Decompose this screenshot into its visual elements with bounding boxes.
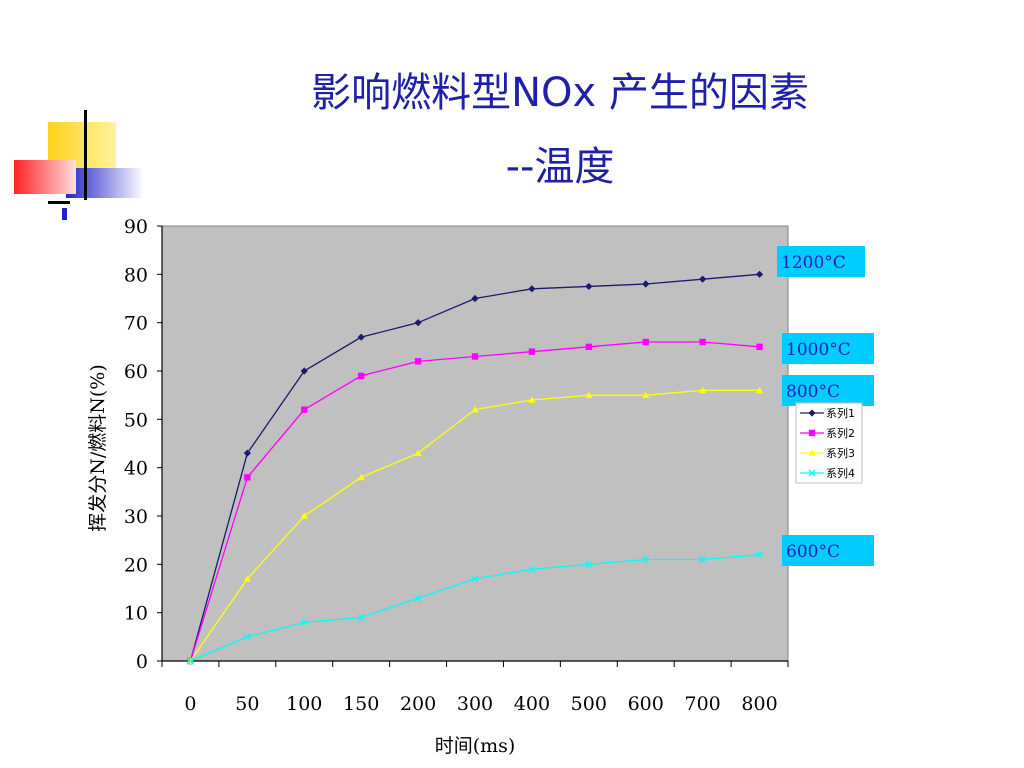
y-tick-label: 60	[124, 361, 148, 383]
temperature-label-box	[782, 333, 874, 364]
data-point	[756, 551, 764, 559]
data-point	[471, 294, 479, 303]
data-point	[414, 319, 422, 327]
deco-small-blue-mark	[62, 208, 67, 220]
data-point	[808, 469, 816, 477]
data-point	[357, 614, 365, 621]
y-axis-label: 挥发分N/燃料N(%)	[87, 364, 109, 532]
data-point	[300, 367, 308, 375]
deco-horizontal-line	[48, 201, 70, 204]
data-point	[357, 333, 365, 341]
legend-label: 系列4	[826, 466, 855, 480]
legend-label: 系列2	[826, 426, 855, 440]
data-point	[528, 396, 536, 403]
data-point	[244, 474, 251, 481]
deco-red-square	[14, 160, 76, 194]
x-tick-label: 700	[685, 693, 721, 715]
temperature-label-box	[782, 535, 874, 566]
x-tick-label: 400	[514, 693, 550, 715]
temperature-label-box	[782, 375, 874, 406]
temperature-label-3: 800°C	[782, 375, 874, 406]
x-axis-label: 时间(ms)	[435, 735, 516, 757]
slide-subtitle: --温度	[505, 144, 615, 190]
corner-decoration	[0, 100, 150, 230]
series-3	[186, 386, 764, 664]
data-point	[243, 575, 251, 582]
data-point	[642, 280, 650, 288]
data-point	[699, 386, 707, 394]
deco-blue-bar	[66, 168, 144, 198]
data-point	[528, 285, 536, 293]
data-point	[528, 348, 536, 355]
slide-title: 影响燃料型NOx 产生的因素	[311, 70, 809, 116]
data-point	[699, 338, 706, 346]
y-tick-label: 20	[124, 554, 148, 576]
temperature-label-1: 1200°C	[777, 246, 865, 277]
legend-box	[795, 402, 863, 484]
series-4	[186, 551, 764, 665]
y-tick-label: 10	[124, 603, 148, 625]
data-point	[585, 282, 593, 291]
data-point	[755, 386, 764, 394]
x-tick-label: 100	[286, 693, 322, 715]
x-tick-label: 600	[628, 693, 664, 715]
data-point	[243, 633, 251, 641]
x-tick-label: 0	[184, 693, 196, 715]
temperature-label-text: 800°C	[786, 382, 840, 402]
temperature-label-box	[777, 246, 865, 277]
data-point	[186, 657, 194, 665]
y-tick-label: 90	[124, 216, 148, 238]
data-point	[471, 353, 479, 360]
temperature-label-4: 600°C	[782, 535, 874, 566]
data-point	[414, 594, 422, 602]
y-tick-label: 80	[124, 264, 148, 286]
y-tick-label: 50	[124, 409, 148, 431]
legend: 系列1 系列2 系列3 系列4	[795, 402, 863, 484]
x-tick-label: 500	[571, 693, 607, 715]
legend-label: 系列3	[826, 446, 855, 460]
data-point	[357, 372, 365, 380]
data-point	[699, 556, 707, 563]
data-point	[585, 560, 593, 568]
data-point	[755, 270, 764, 278]
y-tick-label: 0	[136, 651, 148, 673]
x-tick-label: 200	[400, 693, 436, 715]
data-point	[301, 406, 308, 413]
data-point	[414, 449, 422, 457]
y-tick-label: 40	[124, 458, 148, 480]
y-tick-label: 30	[124, 506, 148, 528]
temperature-label-2: 1000°C	[782, 333, 874, 364]
temperature-label-text: 1200°C	[781, 253, 846, 273]
data-point	[414, 358, 422, 365]
x-tick-label: 50	[235, 693, 259, 715]
data-point	[243, 449, 251, 457]
data-point	[357, 473, 365, 481]
x-tick-label: 800	[741, 693, 777, 715]
temperature-label-text: 1000°C	[786, 340, 851, 360]
data-point	[471, 406, 479, 413]
y-tick-label: 70	[124, 313, 148, 335]
data-point	[528, 565, 536, 573]
data-point	[300, 618, 308, 626]
data-point	[300, 512, 308, 519]
data-point	[471, 575, 479, 583]
data-point	[699, 275, 707, 283]
temperature-label-text: 600°C	[786, 542, 840, 562]
data-point	[808, 429, 816, 437]
data-point	[585, 343, 593, 351]
x-tick-label: 300	[457, 693, 493, 715]
deco-vertical-line	[84, 110, 87, 200]
data-point	[642, 391, 650, 399]
data-point	[642, 338, 649, 346]
plot-area	[161, 225, 789, 662]
data-point	[808, 449, 816, 456]
data-point	[808, 409, 816, 417]
data-point	[642, 556, 650, 563]
legend-label: 系列1	[826, 406, 855, 420]
data-point	[585, 391, 593, 399]
data-point	[756, 343, 763, 351]
x-tick-label: 150	[343, 693, 379, 715]
